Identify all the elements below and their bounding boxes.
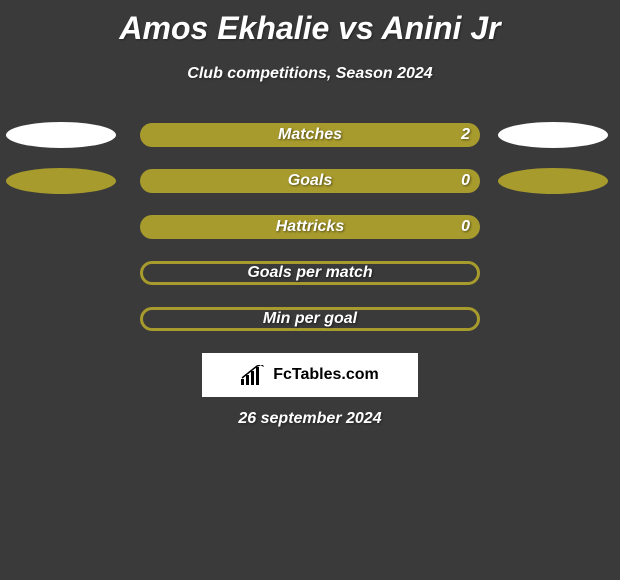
bar-hattricks: Hattricks 0 bbox=[140, 215, 480, 239]
page-title: Amos Ekhalie vs Anini Jr bbox=[0, 0, 620, 47]
bars-icon bbox=[241, 365, 267, 385]
date-footer: 26 september 2024 bbox=[0, 410, 620, 428]
row-hattricks: Hattricks 0 bbox=[0, 215, 620, 239]
bar-value-matches: 2 bbox=[461, 126, 470, 144]
right-marker-matches bbox=[498, 122, 608, 148]
row-goals-per-match: Goals per match bbox=[0, 261, 620, 285]
attribution-badge: FcTables.com bbox=[202, 353, 418, 397]
left-marker-matches bbox=[6, 122, 116, 148]
row-min-per-goal: Min per goal bbox=[0, 307, 620, 331]
bar-value-goals: 0 bbox=[461, 172, 470, 190]
bar-label-matches: Matches bbox=[278, 126, 342, 144]
bar-label-hattricks: Hattricks bbox=[276, 218, 344, 236]
bar-value-hattricks: 0 bbox=[461, 218, 470, 236]
subtitle: Club competitions, Season 2024 bbox=[0, 65, 620, 83]
stats-rows: Matches 2 Goals 0 Hattricks 0 Goals per … bbox=[0, 123, 620, 331]
row-matches: Matches 2 bbox=[0, 123, 620, 147]
bar-matches: Matches 2 bbox=[140, 123, 480, 147]
bar-goals-per-match: Goals per match bbox=[140, 261, 480, 285]
bar-label-goals: Goals bbox=[288, 172, 332, 190]
bar-min-per-goal: Min per goal bbox=[140, 307, 480, 331]
right-marker-goals bbox=[498, 168, 608, 194]
left-marker-goals bbox=[6, 168, 116, 194]
bar-goals: Goals 0 bbox=[140, 169, 480, 193]
bar-label-goals-per-match: Goals per match bbox=[247, 264, 372, 282]
row-goals: Goals 0 bbox=[0, 169, 620, 193]
attribution-text: FcTables.com bbox=[273, 366, 379, 384]
bar-label-min-per-goal: Min per goal bbox=[263, 310, 357, 328]
